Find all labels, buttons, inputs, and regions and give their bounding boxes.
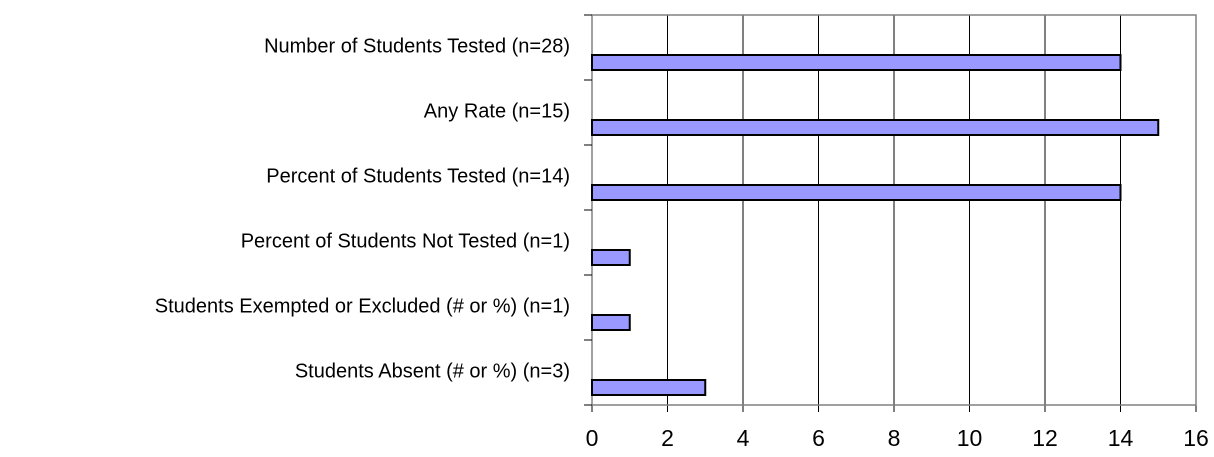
x-tick-label: 14 xyxy=(1108,425,1134,451)
x-tick-label: 8 xyxy=(888,425,901,451)
x-tick-label: 4 xyxy=(737,425,750,451)
x-tick-label: 6 xyxy=(812,425,825,451)
x-tick-label: 2 xyxy=(661,425,674,451)
y-tick-label: Percent of Students Not Tested (n=1) xyxy=(241,230,570,252)
y-tick-label: Number of Students Tested (n=28) xyxy=(264,35,570,57)
x-tick-label: 12 xyxy=(1032,425,1058,451)
bar xyxy=(591,54,1122,71)
y-tick-label: Students Exempted or Excluded (# or %) (… xyxy=(155,295,570,317)
x-tick-label: 0 xyxy=(586,425,599,451)
x-tick-label: 16 xyxy=(1183,425,1209,451)
y-tick-label: Percent of Students Tested (n=14) xyxy=(266,165,570,187)
bar xyxy=(591,249,631,266)
y-tick-label: Any Rate (n=15) xyxy=(424,100,570,122)
bar xyxy=(591,379,707,396)
y-tick-label: Students Absent (# or %) (n=3) xyxy=(295,360,570,382)
bar xyxy=(591,184,1122,201)
x-tick-label: 10 xyxy=(957,425,983,451)
bar xyxy=(591,119,1160,136)
bar xyxy=(591,314,631,331)
